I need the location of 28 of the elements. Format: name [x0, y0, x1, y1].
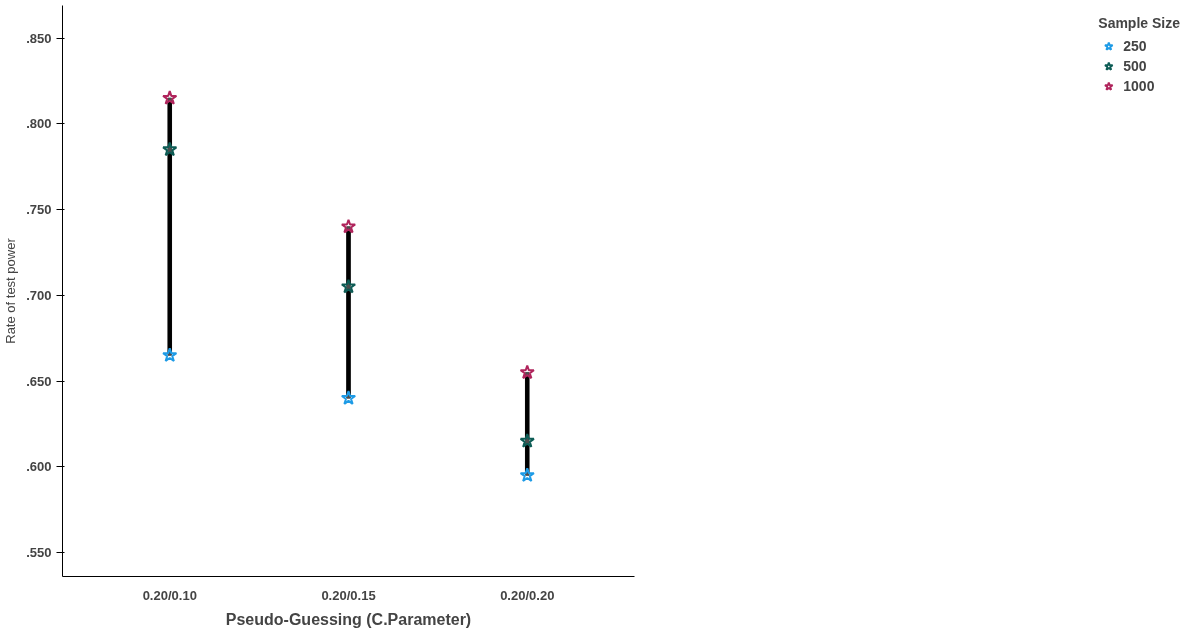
point: [340, 278, 357, 294]
legend-title: Sample Size: [1098, 15, 1180, 31]
x-axis-title: Pseudo-Guessing (C.Parameter): [225, 610, 472, 628]
x-tick-label: 0.20/0.20: [500, 587, 555, 603]
bar: [524, 371, 530, 476]
x-tick-label: 0.20/0.10: [142, 587, 197, 603]
legend-label: 250: [1123, 38, 1147, 54]
y-tick-label: .550: [26, 544, 52, 560]
point: [340, 390, 357, 405]
legend-label: 500: [1123, 58, 1147, 74]
y-axis-title: Rate of test power: [3, 237, 19, 344]
point: [162, 141, 178, 157]
y-tick-label: .700: [26, 287, 52, 303]
point: [519, 433, 535, 448]
y-tick-label: .800: [26, 116, 52, 132]
y-tick-label: .650: [26, 373, 52, 389]
y-tick-label: .850: [26, 30, 52, 46]
bar: [167, 97, 173, 356]
point: [519, 364, 535, 380]
point: [162, 90, 178, 105]
y-tick-label: .750: [26, 202, 52, 218]
point: [519, 467, 535, 482]
legend-label: 1000: [1123, 78, 1155, 94]
y-tick-label: .600: [26, 459, 52, 475]
x-tick-label: 0.20/0.15: [321, 587, 376, 603]
point: [162, 347, 178, 362]
bar: [346, 226, 351, 399]
point: [340, 218, 357, 234]
